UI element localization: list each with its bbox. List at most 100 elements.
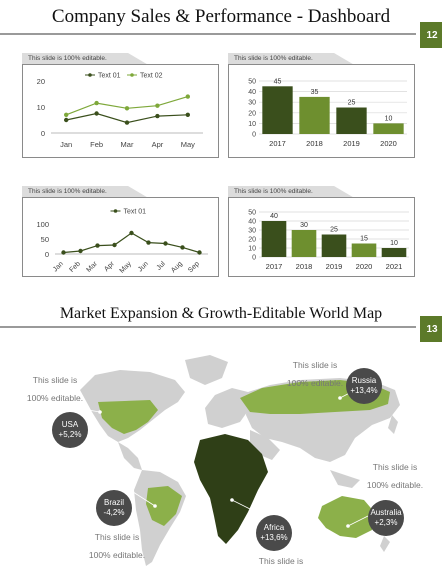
bar	[262, 86, 293, 134]
bar-value-label: 15	[360, 236, 368, 243]
bar-value-label: 25	[330, 227, 338, 234]
map-note-4: This slide is 100% editable.	[88, 532, 146, 560]
data-point	[64, 117, 69, 123]
legend-label: Text 01	[124, 209, 147, 216]
editable-tab: This slide is 100% editable.	[228, 186, 353, 197]
x-tick-label: 2018	[306, 139, 323, 148]
bar	[336, 107, 367, 134]
y-tick-label: 100	[36, 220, 49, 229]
x-tick-label: Jan	[60, 140, 72, 149]
x-tick-label: 2017	[266, 262, 283, 271]
bar	[291, 230, 317, 257]
bar	[373, 123, 404, 134]
data-point	[163, 241, 168, 246]
x-tick-label: Jul	[156, 260, 168, 272]
editable-tab: This slide is 100% editable.	[228, 53, 353, 64]
data-point	[146, 240, 151, 245]
bar-value-label: 25	[348, 100, 356, 107]
map-title-rule	[0, 326, 416, 328]
y-tick-label: 20	[37, 77, 45, 86]
x-tick-label: May	[181, 140, 195, 149]
x-tick-label: Apr	[103, 260, 116, 273]
data-point	[155, 103, 160, 108]
y-tick-label: 0	[41, 129, 45, 138]
bar-chart-1: 0 10 20 30 40 50 45 2017 35 2018 25 2019 10 2020	[248, 78, 407, 148]
data-point	[124, 120, 130, 125]
x-tick-label: Aug	[170, 260, 184, 274]
bar-value-label: 30	[300, 222, 308, 229]
map-note-1: This slide is 100% editable.	[26, 375, 84, 403]
page-number-badge-2: 13	[420, 316, 442, 342]
data-point	[64, 112, 69, 117]
data-point	[129, 230, 134, 236]
editable-tab: This slide is 100% editable.	[22, 53, 147, 64]
line-chart-1: 0 10 20 Jan Feb Mar Apr May Text 01 Text 02	[37, 73, 203, 149]
world-map	[80, 355, 400, 566]
bar-value-label: 45	[274, 78, 282, 85]
new-zealand-shape	[380, 536, 390, 552]
data-point	[155, 113, 160, 119]
x-tick-label: Feb	[90, 140, 103, 149]
x-tick-label: 2019	[326, 262, 343, 271]
data-point	[94, 111, 99, 116]
title-rule	[0, 33, 416, 35]
data-point	[78, 248, 83, 254]
legend-label: Text 02	[140, 73, 163, 80]
brazil-region	[146, 486, 182, 526]
map-note-2: This slide is 100% editable.	[286, 360, 344, 388]
y-tick-label: 0	[252, 132, 256, 139]
y-tick-label: 30	[248, 228, 256, 235]
usa-bubble: USA +5,2%	[52, 412, 88, 448]
y-tick-label: 10	[248, 246, 256, 253]
x-tick-label: 2021	[386, 262, 403, 271]
x-tick-label: Sep	[187, 260, 201, 274]
brazil-bubble: Brazil -4,2%	[96, 490, 132, 526]
map-title: Market Expansion & Growth-Editable World…	[59, 305, 383, 322]
series-line	[63, 232, 200, 254]
y-tick-label: 10	[37, 103, 45, 112]
x-tick-label: 2020	[380, 139, 397, 148]
bar-value-label: 40	[270, 213, 278, 220]
australia-region	[318, 496, 376, 538]
usa-region	[98, 400, 158, 434]
series-line	[65, 96, 188, 116]
dashboard-title: Company Sales & Performance - Dashboard	[51, 6, 391, 27]
x-tick-label: Apr	[152, 140, 164, 149]
data-point	[124, 106, 130, 111]
legend-label: Text 01	[98, 73, 121, 80]
data-point	[61, 250, 66, 255]
bar	[299, 96, 330, 134]
map-note-3: This slide is 100% editable.	[366, 462, 424, 490]
russia-bubble: Russia +13,4%	[346, 368, 382, 404]
y-tick-label: 10	[248, 121, 256, 128]
legend-swatch-marker	[130, 73, 134, 77]
bar	[321, 234, 347, 257]
x-tick-label: Feb	[68, 260, 82, 274]
greenland-shape	[185, 355, 228, 385]
y-tick-label: 0	[252, 255, 256, 262]
x-tick-label: 2017	[269, 139, 286, 148]
y-tick-label: 50	[41, 235, 49, 244]
x-tick-label: Jan	[52, 260, 65, 273]
x-tick-label: Mar	[121, 140, 134, 149]
legend-swatch-marker	[113, 209, 118, 213]
japan-shape	[388, 415, 398, 434]
y-tick-label: 50	[248, 79, 256, 86]
data-point	[112, 242, 117, 248]
editable-tab: This slide is 100% editable.	[22, 186, 147, 197]
australia-bubble: Australia +2,3%	[368, 500, 404, 536]
x-tick-label: 2020	[356, 262, 373, 271]
y-tick-label: 50	[248, 210, 256, 217]
data-point	[180, 245, 185, 250]
central-america-shape	[118, 442, 142, 470]
bar-value-label: 35	[311, 89, 319, 96]
y-tick-label: 30	[248, 100, 256, 107]
y-tick-label: 40	[248, 89, 256, 96]
data-point	[94, 100, 99, 106]
bar	[261, 221, 287, 257]
map-note-5: This slide is	[258, 556, 304, 566]
x-tick-label: Mar	[85, 260, 99, 274]
y-tick-label: 20	[248, 110, 256, 117]
bar-value-label: 10	[385, 115, 393, 122]
x-tick-label: 2019	[343, 139, 360, 148]
